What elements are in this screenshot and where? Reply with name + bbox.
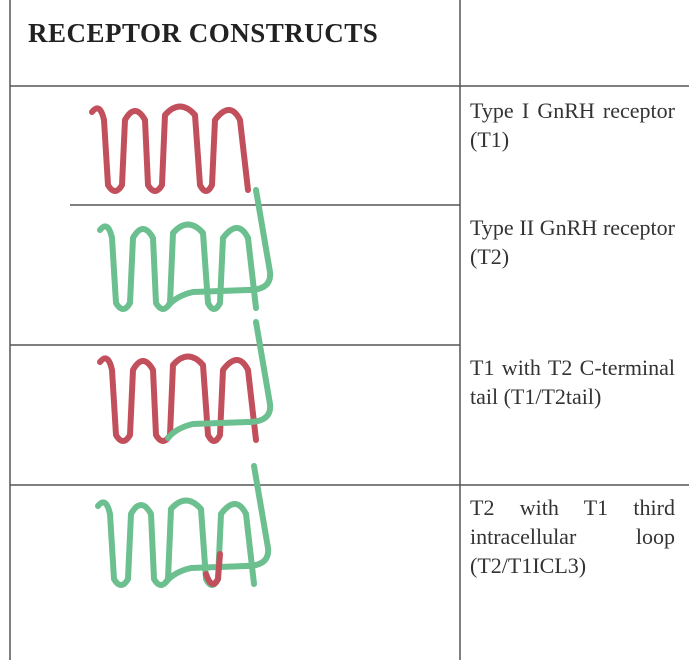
construct-label: T1 with T2 C-terminal tail (T1/T2tail) (470, 355, 675, 409)
construct-label: Type II GnRH receptor (T2) (470, 215, 675, 269)
icl3-segment (203, 551, 223, 587)
construct-t2-t1icl3 (98, 466, 268, 585)
construct-label: Type I GnRH receptor (T1) (470, 98, 675, 152)
table-title: RECEPTOR CONSTRUCTS (28, 18, 379, 48)
construct-label: T2 with T1 third intracellular loop (T2/… (470, 495, 675, 578)
construct-t2 (100, 190, 270, 309)
construct-t1 (92, 107, 248, 192)
construct-t1-t2tail (100, 322, 270, 441)
